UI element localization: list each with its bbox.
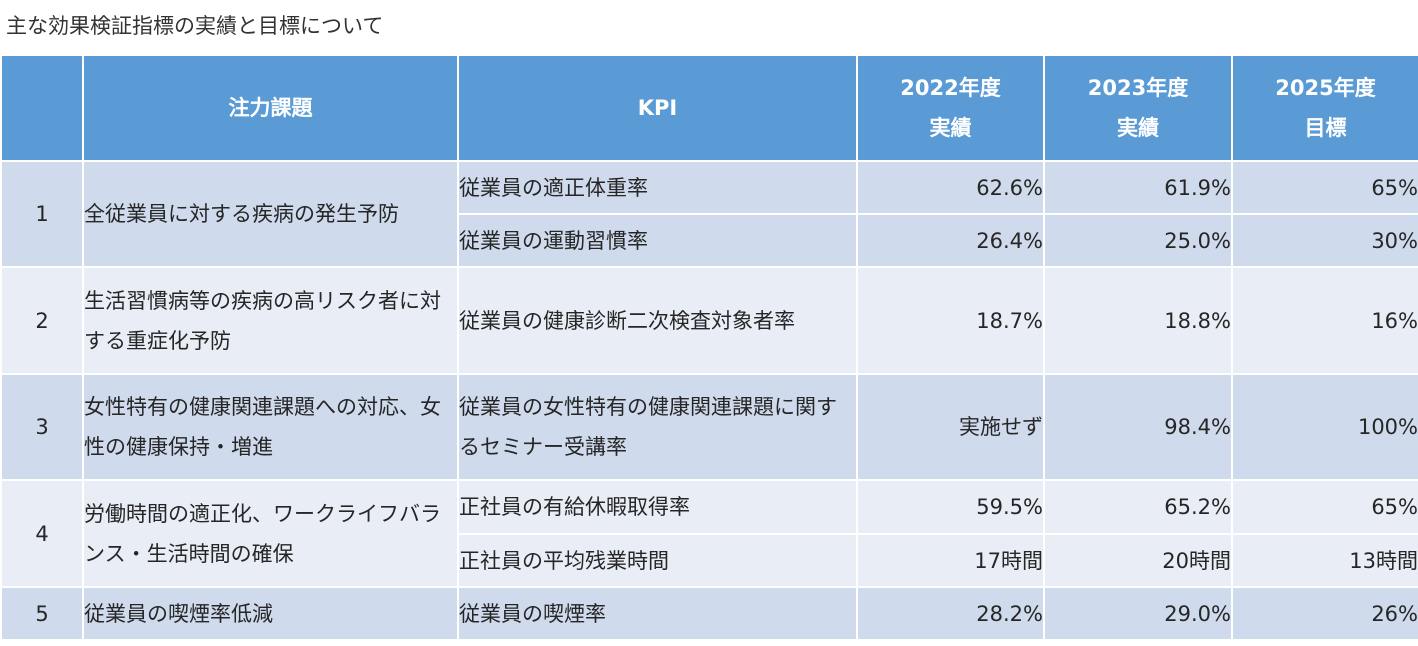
value-2025: 65% (1231, 160, 1418, 215)
table-row: 5 従業員の喫煙率低減 従業員の喫煙率 28.2% 29.0% 26% (0, 586, 1418, 641)
table-row: 正社員の平均残業時間 17時間 20時間 13時間 (1, 533, 1418, 588)
header-2022-year: 2022年度 (900, 76, 1001, 100)
issue-cell: 全従業員に対する疾病の発生予防 (82, 160, 459, 268)
header-kpi: KPI (457, 54, 858, 162)
row-number: 3 (0, 373, 84, 481)
header-issue: 注力課題 (82, 54, 459, 162)
value-2025: 26% (1231, 586, 1418, 641)
kpi-cell: 従業員の運動習慣率 (457, 213, 858, 268)
header-2023-year: 2023年度 (1087, 76, 1189, 100)
value-2023: 98.4% (1043, 373, 1233, 481)
header-2023-label: 実績 (1117, 116, 1159, 140)
kpi-cell: 従業員の女性特有の健康関連課題に関するセミナー受講率 (457, 373, 858, 481)
header-2022-label: 実績 (929, 116, 972, 140)
issue-cell: 女性特有の健康関連課題への対応、女性の健康保持・増進 (82, 373, 459, 481)
value-2023: 18.8% (1043, 266, 1233, 375)
row-number: 2 (0, 266, 84, 375)
table-row: 2 生活習慣病等の疾病の高リスク者に対する重症化予防 従業員の健康診断二次検査対… (0, 266, 1418, 375)
issue-cell: 従業員の喫煙率低減 (82, 586, 459, 641)
value-2025: 13時間 (1231, 533, 1418, 588)
kpi-cell: 従業員の健康診断二次検査対象者率 (457, 266, 858, 375)
kpi-cell: 正社員の有給休暇取得率 (457, 479, 858, 535)
header-2025-year: 2025年度 (1275, 76, 1376, 100)
header-2025: 2025年度 目標 (1231, 54, 1418, 162)
table-row: 従業員の運動習慣率 26.4% 25.0% 30% (1, 213, 1418, 268)
value-2023: 20時間 (1043, 533, 1233, 588)
value-2023: 65.2% (1043, 479, 1233, 535)
header-2022: 2022年度 実績 (856, 54, 1045, 162)
value-2025: 100% (1231, 373, 1418, 481)
header-2025-label: 目標 (1304, 116, 1347, 140)
value-2022: 17時間 (856, 533, 1045, 588)
header-2023: 2023年度 実績 (1043, 54, 1233, 162)
header-no (0, 54, 84, 162)
page-title: 主な効果検証指標の実績と目標について (6, 14, 384, 38)
value-2022: 62.6% (856, 160, 1045, 215)
value-2025: 16% (1231, 266, 1418, 375)
kpi-cell: 従業員の喫煙率 (457, 586, 858, 641)
issue-cell: 生活習慣病等の疾病の高リスク者に対する重症化予防 (82, 266, 459, 375)
value-2022: 実施せず (856, 373, 1045, 481)
value-2023: 25.0% (1043, 213, 1233, 268)
kpi-cell: 従業員の適正体重率 (457, 160, 858, 215)
value-2022: 26.4% (856, 213, 1045, 268)
value-2025: 65% (1231, 479, 1418, 535)
header-row: 注力課題 KPI 2022年度 実績 2023年度 実績 2025年度 目標 (0, 54, 1418, 162)
issue-cell: 労働時間の適正化、ワークライフバランス・生活時間の確保 (82, 479, 459, 588)
value-2023: 61.9% (1043, 160, 1233, 215)
table-row: 4 労働時間の適正化、ワークライフバランス・生活時間の確保 正社員の有給休暇取得… (0, 479, 1418, 588)
value-2023: 29.0% (1043, 586, 1233, 641)
value-2022: 28.2% (856, 586, 1045, 641)
value-2022: 59.5% (856, 479, 1045, 535)
table-row: 3 女性特有の健康関連課題への対応、女性の健康保持・増進 従業員の女性特有の健康… (0, 373, 1418, 481)
kpi-cell: 正社員の平均残業時間 (457, 533, 858, 588)
row-number: 1 (0, 160, 84, 268)
value-2025: 30% (1231, 213, 1418, 268)
row-number: 4 (0, 479, 84, 588)
kpi-table: 注力課題 KPI 2022年度 実績 2023年度 実績 2025年度 目標 1… (0, 54, 1418, 641)
value-2022: 18.7% (856, 266, 1045, 375)
table-row: 1 全従業員に対する疾病の発生予防 従業員の適正体重率 62.6% 61.9% … (0, 160, 1418, 268)
row-number: 5 (0, 586, 84, 641)
